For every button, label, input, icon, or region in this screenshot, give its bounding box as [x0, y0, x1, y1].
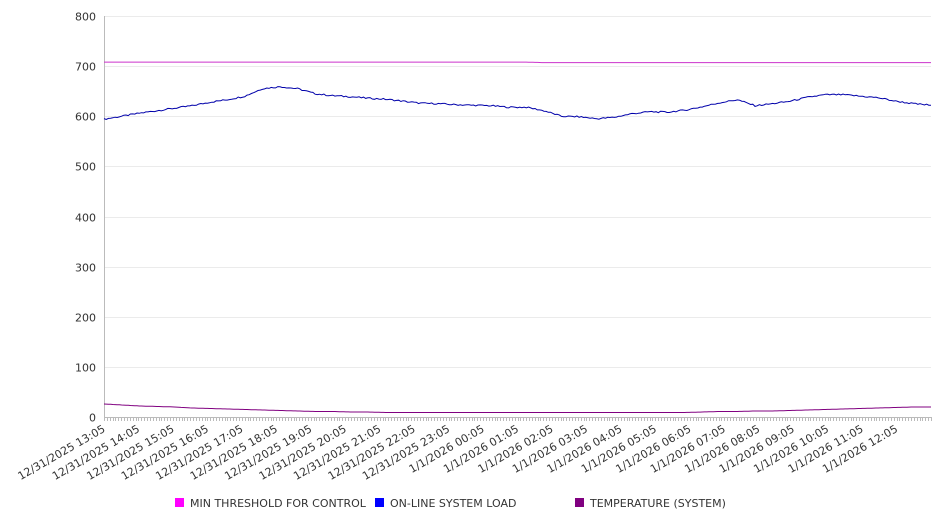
series-line-2	[103, 403, 931, 413]
y-axis: 0 100 200 300 400 500 600 700 800	[75, 11, 105, 425]
y-tick-label: 200	[75, 312, 96, 325]
y-tick-label: 600	[75, 111, 96, 124]
y-tick-label: 800	[75, 11, 96, 24]
series-lines	[103, 61, 931, 413]
y-tick-label: 700	[75, 61, 96, 74]
legend-swatch	[175, 498, 184, 507]
legend-swatch	[375, 498, 384, 507]
y-tick-label: 100	[75, 362, 96, 375]
legend-label: MIN THRESHOLD FOR CONTROL	[190, 497, 367, 510]
series-line-1	[103, 86, 931, 121]
y-tick-label: 400	[75, 212, 96, 225]
y-tick-label: 300	[75, 262, 96, 275]
legend-swatch	[575, 498, 584, 507]
y-tick-label: 0	[89, 412, 96, 425]
grid	[104, 16, 931, 368]
series-line-0	[104, 61, 931, 64]
legend: MIN THRESHOLD FOR CONTROL ON-LINE SYSTEM …	[175, 497, 726, 510]
legend-label: TEMPERATURE (SYSTEM)	[589, 497, 726, 510]
y-tick-label: 500	[75, 161, 96, 174]
legend-label: ON-LINE SYSTEM LOAD	[390, 497, 516, 510]
